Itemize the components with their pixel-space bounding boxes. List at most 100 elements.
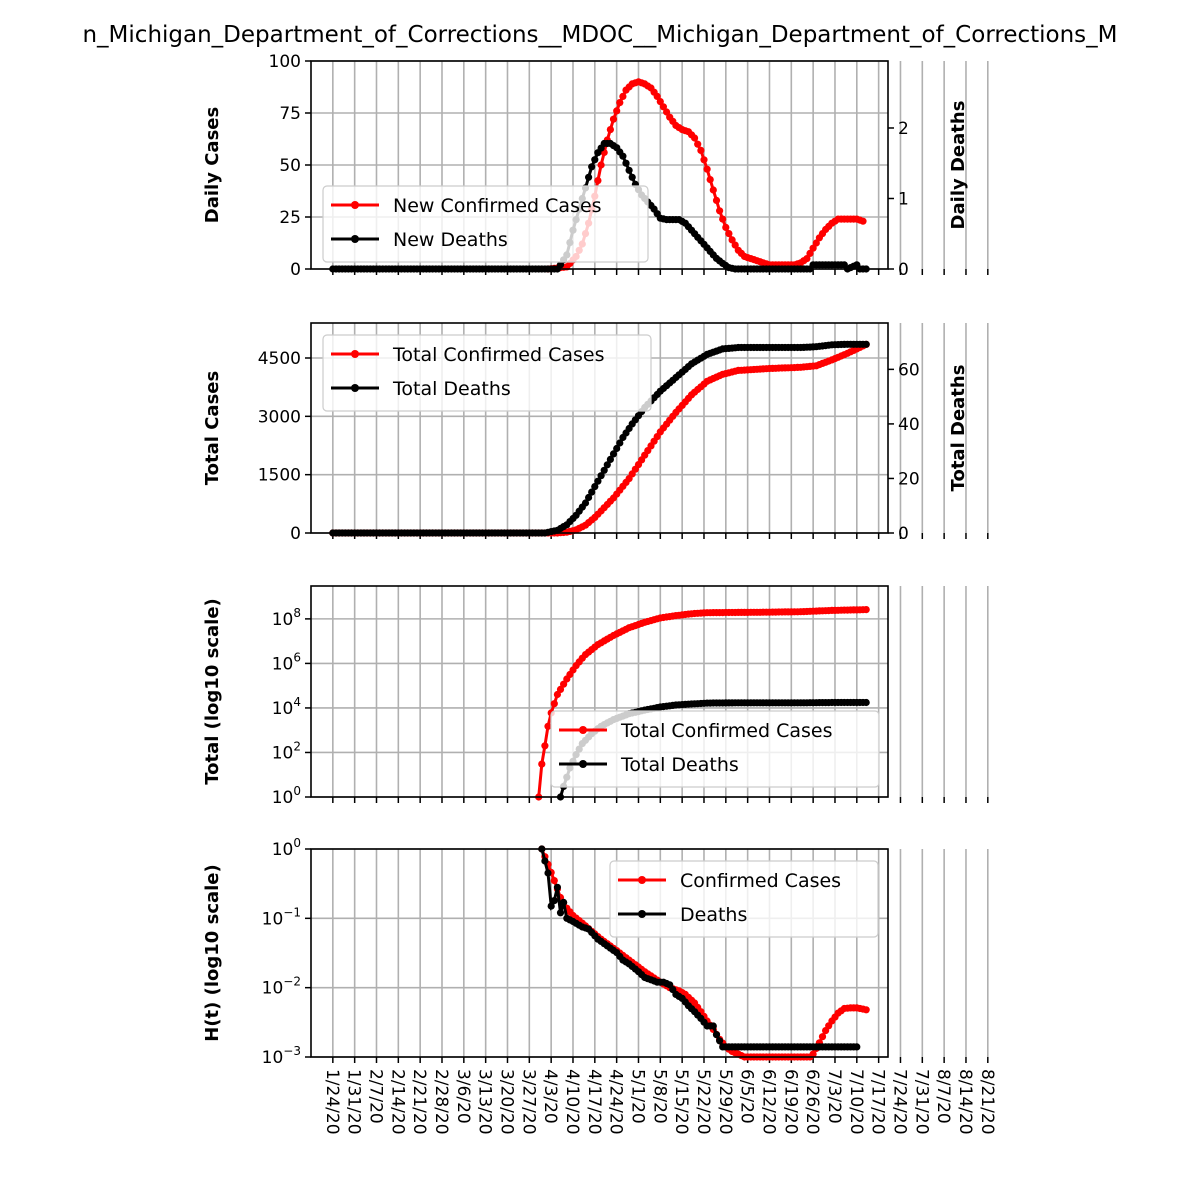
legend: Total Confirmed Cases Total Deaths (550, 710, 880, 788)
data-point (609, 450, 618, 458)
data-point (694, 140, 702, 148)
panel-2: 0 1500 3000 4500 0 20 40 60 Total Cases Total Dea… (202, 322, 989, 544)
axes-frame (310, 585, 889, 798)
data-point (731, 241, 739, 249)
x-tick-label: 1/24/20 (322, 1069, 342, 1135)
data-point (809, 244, 817, 252)
y-tick-label: 100 (269, 52, 301, 72)
y-tick-label: 10−3 (262, 1044, 301, 1068)
legend-label: Confirmed Cases (680, 870, 841, 892)
data-point (809, 1050, 817, 1058)
legend: New Confirmed Cases New Deaths (322, 185, 649, 263)
data-point (541, 857, 549, 865)
x-tick-label: 3/20/20 (496, 1069, 516, 1135)
data-point (859, 217, 867, 225)
data-point (606, 126, 615, 134)
data-point (853, 1043, 861, 1051)
x-tick-label: 7/31/20 (911, 1069, 931, 1135)
data-point (728, 236, 736, 244)
y-tick-label: 50 (279, 156, 301, 176)
data-point (556, 685, 565, 694)
axes-frame (310, 848, 889, 1058)
data-point (591, 156, 599, 164)
data-point (538, 760, 546, 768)
x-tick-label: 5/29/20 (715, 1069, 735, 1135)
legend-label: Total Deaths (392, 378, 511, 400)
y-tick-label: 3000 (258, 407, 301, 427)
y2-tick-label: 20 (898, 469, 920, 489)
data-point (691, 134, 699, 142)
data-point (706, 176, 714, 184)
x-tick-label: 5/1/20 (627, 1069, 647, 1124)
legend-label: Deaths (680, 904, 747, 926)
x-tick-label: 8/21/20 (977, 1069, 997, 1135)
series-deaths (538, 845, 861, 1051)
legend-label: Total Deaths (620, 754, 739, 776)
data-point (588, 163, 596, 171)
legend-box (609, 860, 879, 938)
y-tick-label: 102 (272, 739, 301, 763)
legend-label: New Deaths (393, 229, 508, 251)
legend-marker (351, 384, 359, 392)
data-point (553, 883, 562, 891)
data-point (806, 249, 814, 257)
data-point (585, 173, 593, 181)
data-point (703, 165, 711, 173)
y-tick-label: 25 (279, 208, 301, 228)
x-tick-label: 6/12/20 (758, 1069, 778, 1135)
legend-marker (351, 235, 359, 243)
y-tick-label: 0 (290, 260, 301, 280)
x-tick-label: 7/3/20 (824, 1069, 844, 1124)
data-point (619, 152, 627, 160)
y2-axis-label: Total Deaths (948, 365, 969, 492)
x-tick-label: 3/27/20 (518, 1069, 538, 1135)
data-point (550, 700, 558, 708)
data-point (541, 742, 549, 750)
legend-marker (351, 201, 359, 209)
data-point (581, 499, 590, 507)
data-point (719, 215, 727, 223)
x-tick-label: 6/19/20 (780, 1069, 800, 1135)
data-point (656, 98, 664, 106)
data-point (560, 898, 568, 907)
y-axis-label: Total Cases (202, 371, 223, 485)
data-point (550, 877, 558, 885)
data-point (625, 166, 633, 174)
chart-title: n_Michigan_Department_of_Corrections__MD… (82, 22, 1117, 48)
x-tick-label: 6/5/20 (737, 1069, 757, 1124)
data-point (622, 159, 630, 167)
data-point (619, 92, 627, 100)
y-axis-label: Daily Cases (202, 107, 223, 223)
x-tick-label: 8/7/20 (933, 1069, 953, 1124)
x-tick-label: 4/10/20 (562, 1069, 582, 1135)
panel-3: 100 102 104 106 108 Total (log10 scale) Total … (202, 585, 989, 808)
data-point (585, 493, 593, 502)
y-axis-label: Total (log10 scale) (202, 598, 223, 785)
legend: Confirmed Cases Deaths (609, 860, 879, 938)
x-tick-label: 2/14/20 (387, 1069, 407, 1135)
y-tick-label: 10−1 (262, 905, 301, 929)
data-point (862, 698, 870, 707)
y2-tick-label: 0 (898, 260, 909, 280)
y2-tick-label: 1 (898, 189, 909, 209)
data-point (613, 107, 621, 115)
data-point (709, 186, 717, 194)
y-tick-label: 106 (272, 650, 301, 674)
x-tick-label: 3/13/20 (475, 1069, 495, 1135)
data-point (818, 1033, 827, 1041)
data-point (556, 909, 565, 917)
legend-box (322, 185, 649, 263)
legend-marker (638, 876, 646, 884)
y2-tick-label: 40 (898, 415, 920, 435)
legend-marker (579, 760, 587, 768)
series-cases (535, 606, 870, 801)
data-point (560, 680, 568, 688)
y2-tick-label: 0 (898, 524, 909, 544)
y-tick-label: 4500 (258, 349, 301, 369)
x-tick-label: 5/8/20 (649, 1069, 669, 1124)
data-point (653, 92, 661, 100)
data-point (725, 230, 733, 238)
data-point (712, 196, 721, 204)
axes-frame (310, 322, 889, 534)
